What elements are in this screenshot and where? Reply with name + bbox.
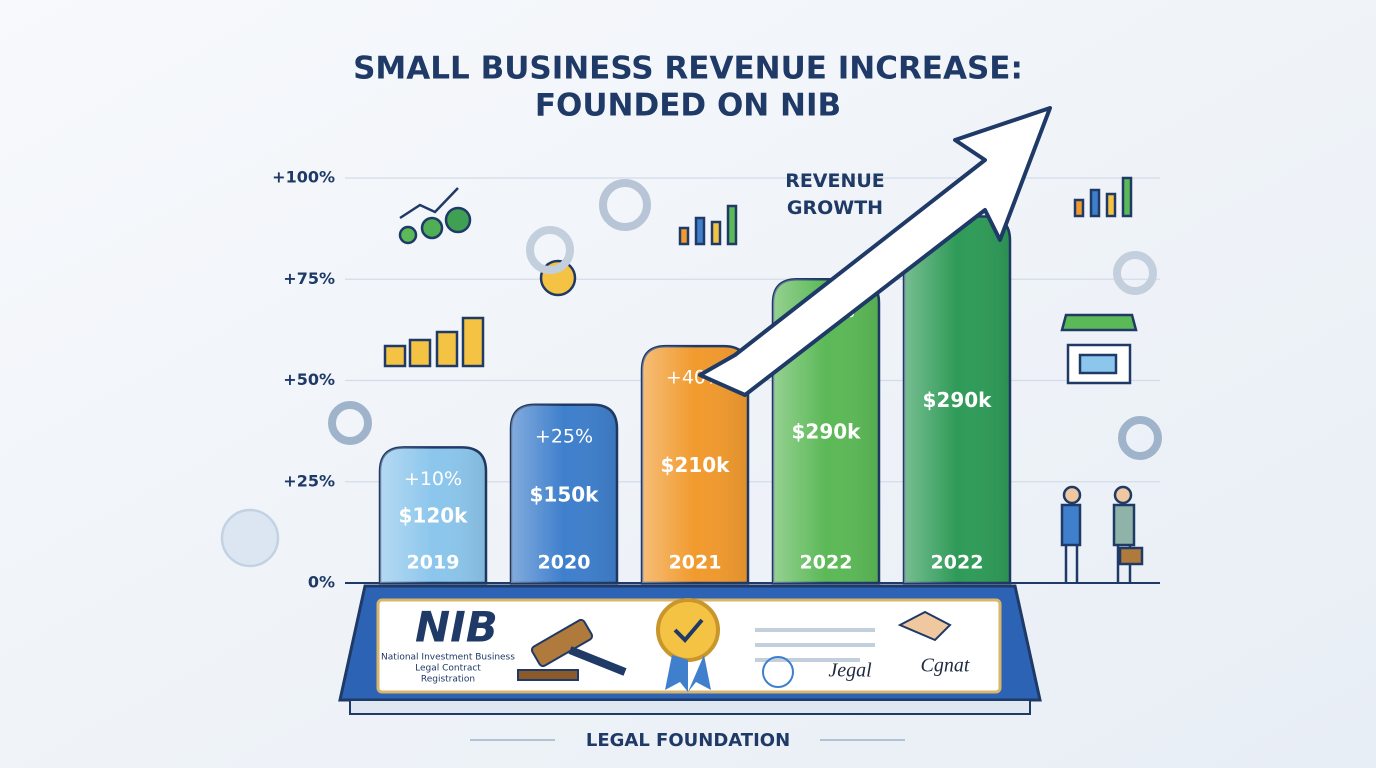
foundation-line: Legal Contract (415, 664, 481, 674)
revenue-label: $210k (661, 453, 731, 477)
y-tick-label: 0% (308, 573, 335, 592)
growth-label: +25% (535, 425, 593, 447)
foundation-logo: NIB (415, 603, 498, 652)
bar-shine (904, 216, 1010, 583)
annotation: REVENUE GROWTH (785, 170, 885, 219)
y-tick-label: +75% (283, 269, 335, 288)
foundation-caption: LEGAL FOUNDATION (586, 730, 790, 751)
plot: 0% +25% +50% +75% +100% +10% $120k 2019 +25% $150… (272, 168, 1160, 592)
y-tick-label: +100% (272, 168, 335, 187)
y-tick-label: +50% (283, 370, 335, 389)
foundation-line: National Investment Business (381, 653, 515, 663)
foundation: NIB National Investment Business Legal C… (338, 584, 1042, 751)
chart-subtitle: FOUNDED ON NIB (535, 88, 841, 124)
revenue-label: $290k (792, 420, 862, 444)
bar-shine (380, 447, 486, 583)
foundation-line: Registration (421, 675, 475, 685)
growth-label: +10% (404, 468, 462, 490)
icons (220, 176, 1162, 582)
chart-title: SMALL BUSINESS REVENUE INCREASE: (353, 51, 1023, 87)
revenue-label: $150k (530, 482, 600, 506)
x-tick-label: 2022 (800, 552, 853, 574)
bar-shine (642, 346, 748, 583)
revenue-label: $120k (399, 504, 469, 528)
bar-shine (511, 404, 617, 583)
signature: Jegal (828, 660, 872, 682)
annotation-box: REVENUE GROWTH (785, 170, 885, 219)
x-tick-label: 2020 (538, 552, 591, 574)
x-tick-label: 2021 (669, 552, 722, 574)
revenue-label: $290k (923, 388, 993, 412)
growth-arrow (698, 106, 1052, 397)
x-tick-label: 2019 (407, 552, 460, 574)
signature: Cgnat (921, 655, 970, 677)
y-tick-label: +25% (283, 471, 335, 490)
x-tick-label: 2022 (931, 552, 984, 574)
